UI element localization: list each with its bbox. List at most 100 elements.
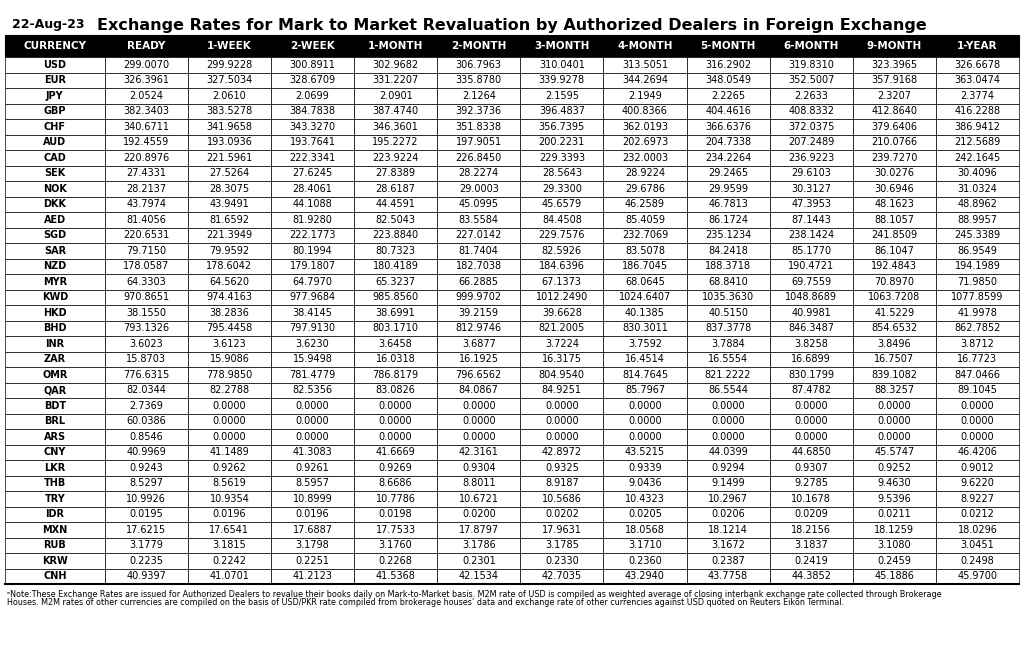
Text: 82.0344: 82.0344	[126, 385, 166, 395]
Bar	[603, 212, 686, 227]
Text: 184.6396: 184.6396	[539, 261, 585, 271]
Bar	[686, 243, 770, 258]
Text: 43.5215: 43.5215	[625, 447, 665, 457]
Text: 45.6579: 45.6579	[542, 199, 582, 209]
Text: 84.4508: 84.4508	[542, 215, 582, 225]
Text: SGD: SGD	[43, 230, 67, 240]
Bar	[853, 119, 936, 135]
Bar	[686, 212, 770, 227]
Bar	[770, 88, 853, 104]
Bar	[770, 336, 853, 352]
Text: 0.0000: 0.0000	[462, 416, 496, 426]
Bar	[936, 212, 1019, 227]
Text: 39.2159: 39.2159	[459, 308, 499, 318]
Bar	[271, 104, 354, 119]
Text: 18.0296: 18.0296	[957, 525, 997, 534]
Text: 1077.8599: 1077.8599	[951, 292, 1004, 302]
Text: 302.9682: 302.9682	[373, 60, 419, 70]
Text: 0.0000: 0.0000	[961, 416, 994, 426]
Text: Houses. M2M rates of other currencies are compiled on the basis of USD/PKR rate : Houses. M2M rates of other currencies ar…	[7, 598, 844, 607]
Text: 0.9261: 0.9261	[296, 463, 330, 473]
Text: BDT: BDT	[44, 401, 66, 411]
Text: 220.6531: 220.6531	[123, 230, 169, 240]
Text: 45.1886: 45.1886	[874, 571, 914, 581]
Bar	[5, 119, 104, 135]
Bar	[437, 429, 520, 445]
Text: 180.4189: 180.4189	[373, 261, 419, 271]
Text: 0.0000: 0.0000	[545, 432, 579, 442]
Bar	[5, 352, 104, 367]
Text: 0.0196: 0.0196	[213, 509, 246, 519]
Text: 0.0000: 0.0000	[296, 416, 330, 426]
Bar	[354, 383, 437, 398]
Bar	[853, 398, 936, 413]
Bar	[936, 398, 1019, 413]
Text: 3.1815: 3.1815	[213, 540, 247, 550]
Text: 31.0324: 31.0324	[957, 184, 997, 194]
Bar	[853, 553, 936, 568]
Bar	[603, 150, 686, 165]
Bar	[770, 553, 853, 568]
Bar	[104, 538, 187, 553]
Text: 41.3083: 41.3083	[293, 447, 333, 457]
Text: 242.1645: 242.1645	[954, 153, 1000, 163]
Text: 2-WEEK: 2-WEEK	[290, 41, 335, 51]
Bar	[437, 538, 520, 553]
Bar	[5, 181, 104, 197]
Text: 974.4163: 974.4163	[207, 292, 252, 302]
Text: 82.5356: 82.5356	[293, 385, 333, 395]
Bar	[603, 57, 686, 72]
Bar	[853, 258, 936, 274]
Bar	[271, 57, 354, 72]
Bar	[104, 72, 187, 88]
Bar	[603, 135, 686, 150]
Text: 17.6887: 17.6887	[293, 525, 333, 534]
Text: 3.1785: 3.1785	[545, 540, 579, 550]
Bar	[354, 181, 437, 197]
Text: 48.8962: 48.8962	[957, 199, 997, 209]
Text: DKK: DKK	[43, 199, 67, 209]
Bar	[853, 305, 936, 320]
Text: 10.9926: 10.9926	[126, 493, 166, 504]
Text: 379.6406: 379.6406	[871, 122, 918, 132]
Text: 42.3161: 42.3161	[459, 447, 499, 457]
Text: 29.2465: 29.2465	[708, 168, 749, 178]
Bar	[770, 445, 853, 460]
Text: 27.4331: 27.4331	[126, 168, 166, 178]
Text: 3.7224: 3.7224	[545, 339, 579, 349]
Bar	[437, 258, 520, 274]
Text: 404.4616: 404.4616	[706, 106, 751, 117]
Bar	[271, 274, 354, 290]
Bar	[104, 491, 187, 506]
Text: 83.5584: 83.5584	[459, 215, 499, 225]
Bar	[853, 538, 936, 553]
Bar	[104, 181, 187, 197]
Text: 9.2785: 9.2785	[795, 478, 828, 488]
Bar	[437, 57, 520, 72]
Text: 18.0568: 18.0568	[625, 525, 665, 534]
Text: 43.7758: 43.7758	[708, 571, 749, 581]
Text: 795.4458: 795.4458	[206, 324, 253, 333]
Bar	[271, 181, 354, 197]
Bar	[437, 367, 520, 383]
Text: 3.1760: 3.1760	[379, 540, 413, 550]
Bar	[187, 258, 271, 274]
Bar	[187, 72, 271, 88]
Text: 15.9086: 15.9086	[210, 354, 250, 365]
Text: 0.0000: 0.0000	[795, 432, 828, 442]
Text: 313.5051: 313.5051	[622, 60, 668, 70]
Text: 179.1807: 179.1807	[290, 261, 336, 271]
Text: 3.1672: 3.1672	[711, 540, 745, 550]
Text: 387.4740: 387.4740	[373, 106, 419, 117]
Text: 0.0000: 0.0000	[379, 401, 413, 411]
Bar	[104, 88, 187, 104]
Bar	[187, 506, 271, 522]
Text: BRL: BRL	[44, 416, 66, 426]
Text: GBP: GBP	[44, 106, 67, 117]
Bar	[936, 506, 1019, 522]
Text: 40.9981: 40.9981	[792, 308, 831, 318]
Bar	[5, 290, 104, 305]
Text: 416.2288: 416.2288	[954, 106, 1000, 117]
Bar	[354, 227, 437, 243]
Text: 17.7533: 17.7533	[376, 525, 416, 534]
